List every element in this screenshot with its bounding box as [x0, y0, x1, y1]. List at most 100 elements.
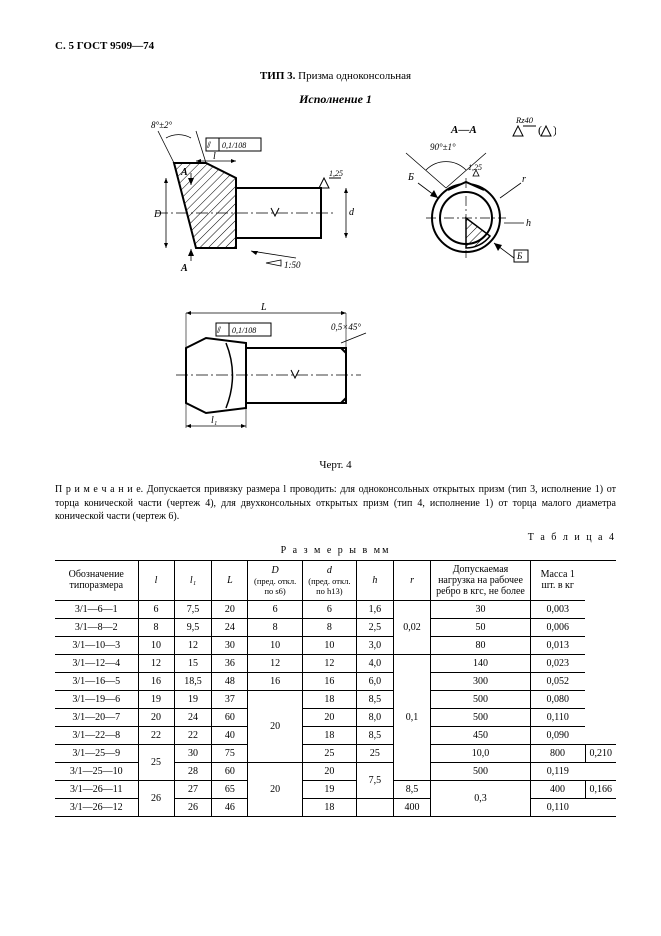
table-row: 3/1—19—619193720188,55000,080: [55, 690, 616, 708]
table-cell: 16: [138, 672, 174, 690]
type-title: ТИП 3. Призма одноконсольная: [55, 70, 616, 82]
svg-text:A: A: [180, 167, 188, 178]
svg-text:⫽: ⫽: [216, 325, 221, 335]
table-cell: 12: [138, 654, 174, 672]
table-cell: 40: [212, 726, 248, 744]
svg-text:0,5×45°: 0,5×45°: [331, 322, 361, 332]
table-cell: 3/1—26—12: [55, 798, 138, 816]
table-cell: 450: [431, 726, 530, 744]
table-cell: 80: [431, 636, 530, 654]
table-cell: 46: [212, 798, 248, 816]
table-cell: 26: [138, 780, 174, 816]
table-cell: 19: [138, 690, 174, 708]
table-row: 3/1—6—167,520661,60,02300,003: [55, 600, 616, 618]
type-title-text: Призма одноконсольная: [298, 70, 411, 82]
table-cell: 60: [212, 762, 248, 780]
table-cell: 28: [174, 762, 212, 780]
col-L: L: [212, 560, 248, 600]
svg-text:Б: Б: [516, 251, 523, 261]
table-cell: 9,5: [174, 618, 212, 636]
table-cell: 0,080: [530, 690, 585, 708]
table-cell: 8: [302, 618, 356, 636]
table-cell: 25: [138, 744, 174, 780]
table-cell: 1,6: [357, 600, 394, 618]
table-cell: 24: [174, 708, 212, 726]
table-cell: 8,5: [357, 726, 394, 744]
table-cell: 0,090: [530, 726, 585, 744]
side-view-lower: L ⫽ 0,1/108 0,5×45°: [176, 302, 366, 428]
table-cell: 37: [212, 690, 248, 708]
table-cell: 12: [302, 654, 356, 672]
table-cell: 19: [302, 780, 356, 798]
table-cell: 12: [248, 654, 302, 672]
table-cell: 20: [302, 708, 356, 726]
table-cell: 8: [248, 618, 302, 636]
table-cell: 0,210: [585, 744, 616, 762]
table-cell: 26: [174, 798, 212, 816]
table-cell: 7,5: [357, 762, 394, 798]
table-cell: 800: [530, 744, 585, 762]
svg-text:Rz40: Rz40: [515, 115, 534, 125]
svg-text:0,1/108: 0,1/108: [222, 141, 246, 150]
table-cell: 20: [248, 762, 302, 816]
svg-text:L: L: [260, 302, 267, 313]
col-r: r: [393, 560, 431, 600]
svg-text:r: r: [522, 174, 526, 185]
table-body: 3/1—6—167,520661,60,02300,0033/1—8—289,5…: [55, 600, 616, 816]
table-cell: 20: [138, 708, 174, 726]
table-cell: [357, 798, 394, 816]
table-cell: 6,0: [357, 672, 394, 690]
table-row: 3/1—10—310123010103,0800,013: [55, 636, 616, 654]
table-cell: 3/1—6—1: [55, 600, 138, 618]
table-cell: 0,166: [585, 780, 616, 798]
table-cell: 500: [431, 762, 530, 780]
table-cell: 65: [212, 780, 248, 798]
table-cell: 0,110: [530, 798, 585, 816]
table-cell: 3/1—16—5: [55, 672, 138, 690]
table-cell: 3/1—20—7: [55, 708, 138, 726]
table-cell: 15: [174, 654, 212, 672]
table-cell: 30: [431, 600, 530, 618]
table-header-row: Обозначение типоразмера l l₁ L D(пред. о…: [55, 560, 616, 600]
table-cell: 0,052: [530, 672, 585, 690]
table-cell: 500: [431, 708, 530, 726]
svg-text:1:50: 1:50: [284, 260, 301, 270]
svg-text:90°±1°: 90°±1°: [430, 142, 456, 152]
col-l1: l₁: [174, 560, 212, 600]
table-row: 3/1—20—7202460208,05000,110: [55, 708, 616, 726]
table-row: 3/1—25—9253075252510,08000,210: [55, 744, 616, 762]
angle-label: 8°±2°: [151, 120, 173, 130]
table-cell: 30: [212, 636, 248, 654]
table-row: 3/1—26—11262765198,50,34000,166: [55, 780, 616, 798]
table-cell: 3/1—25—9: [55, 744, 138, 762]
table-cell: 16: [302, 672, 356, 690]
table-cell: 25: [302, 744, 356, 762]
table-cell: 48: [212, 672, 248, 690]
table-cell: 8,0: [357, 708, 394, 726]
note-text: П р и м е ч а н и е. Допускается привязк…: [55, 483, 616, 524]
table-title: Р а з м е р ы в мм: [55, 545, 616, 556]
table-cell: 0,3: [431, 780, 530, 816]
table-cell: 500: [431, 690, 530, 708]
table-cell: 10: [248, 636, 302, 654]
col-load: Допускаемая нагрузка на рабочее ребро в …: [431, 560, 530, 600]
dimensions-table: Обозначение типоразмера l l₁ L D(пред. о…: [55, 560, 616, 817]
table-cell: 25: [357, 744, 394, 762]
table-cell: 8,5: [357, 690, 394, 708]
col-l: l: [138, 560, 174, 600]
table-row: 3/1—22—8222240188,54500,090: [55, 726, 616, 744]
table-cell: 300: [431, 672, 530, 690]
table-cell: 6: [138, 600, 174, 618]
table-cell: 8: [138, 618, 174, 636]
table-cell: 3/1—10—3: [55, 636, 138, 654]
table-cell: 2,5: [357, 618, 394, 636]
table-cell: 0,023: [530, 654, 585, 672]
table-cell: 12: [174, 636, 212, 654]
table-cell: 10: [138, 636, 174, 654]
table-cell: 140: [431, 654, 530, 672]
table-cell: 24: [212, 618, 248, 636]
svg-text:A—A: A—A: [450, 124, 477, 136]
svg-text:1,25: 1,25: [468, 163, 482, 172]
table-number: Т а б л и ц а 4: [55, 532, 616, 543]
ispolnenie-label: Исполнение 1: [55, 92, 616, 107]
